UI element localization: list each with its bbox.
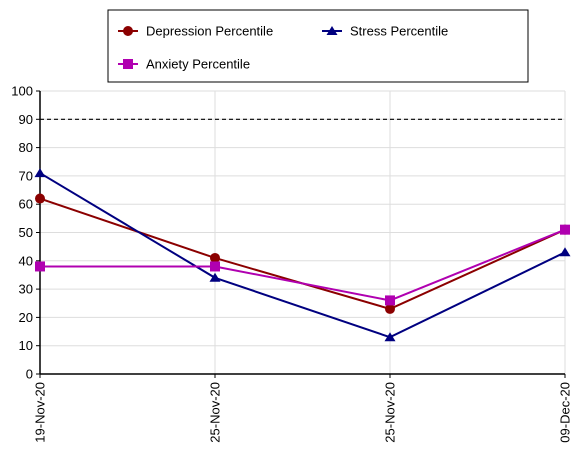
series-line [39,197,566,310]
legend-label: Anxiety Percentile [146,57,250,72]
x-tick-label: 25-Nov-20 [208,382,223,443]
series-line [40,228,566,302]
y-tick-label: 80 [19,140,33,155]
y-tick-label: 40 [19,253,33,268]
legend-label: Stress Percentile [350,24,448,39]
grid [40,90,566,375]
x-tick-label: 09-Dec-20 [558,382,573,443]
legend-marker [123,26,133,36]
axes: 0 10 20 30 40 50 60 70 80 90 100 19-Nov-20 25-Nov-20… [11,84,572,443]
y-tick-label: 10 [19,338,33,353]
y-tick-label: 90 [19,112,33,127]
data-point [385,295,395,306]
y-tick-label: 30 [19,282,33,297]
data-point [210,252,220,263]
data-point [384,332,396,342]
data-point [209,272,221,282]
series-layer [34,168,571,342]
y-tick-label: 20 [19,310,33,325]
x-tick-label: 25-Nov-20 [383,382,398,443]
legend-marker [123,59,133,69]
y-tick-label: 60 [19,197,33,212]
data-point [559,247,571,257]
data-point [385,303,395,314]
data-point [560,224,570,235]
data-point [35,193,45,204]
y-tick-label: 100 [11,84,33,99]
legend-label: Depression Percentile [146,24,273,39]
y-tick-label: 0 [26,367,33,382]
legend-marker [326,26,338,35]
data-point [210,261,220,272]
legend: Depression Percentile Stress Percentile An… [107,9,529,83]
y-tick-label: 70 [19,168,33,183]
data-point [34,168,46,178]
data-point [35,261,45,272]
series-line [39,172,566,339]
legend-box [107,9,529,83]
x-tick-label: 19-Nov-20 [33,382,48,443]
y-tick-label: 50 [19,225,33,240]
